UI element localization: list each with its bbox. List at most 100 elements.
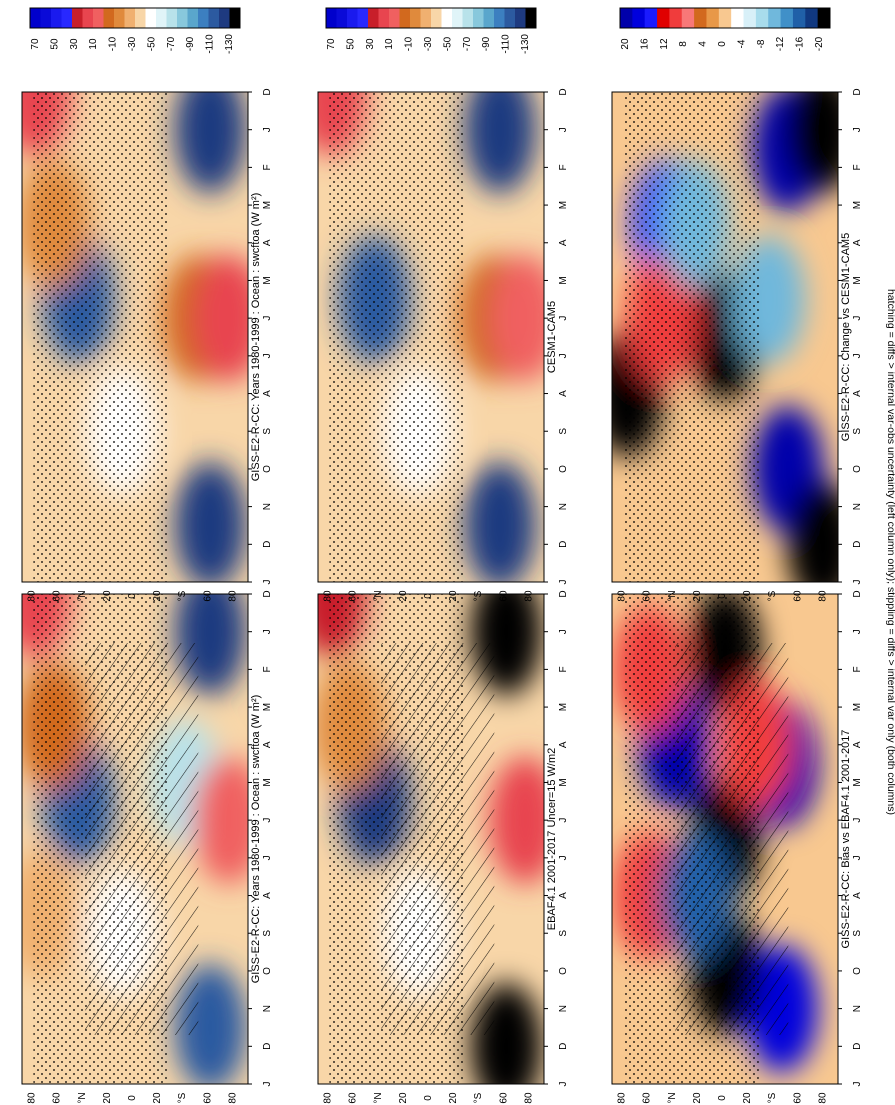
y-tick-label: °S <box>767 590 778 601</box>
y-tick-label: °S <box>177 1092 188 1103</box>
colorbar-swatch <box>462 8 474 28</box>
x-tick-label: N <box>852 503 863 510</box>
x-tick-label: D <box>558 590 569 597</box>
x-tick-label: O <box>852 967 863 975</box>
y-tick-label: 60 <box>348 590 359 602</box>
colorbar-swatch <box>326 8 337 28</box>
stipple-overlay <box>623 92 759 582</box>
x-tick-label: A <box>262 892 273 899</box>
y-tick-label: 20 <box>398 590 409 602</box>
x-tick-label: J <box>558 629 569 634</box>
y-tick-label: 80 <box>817 590 828 602</box>
x-tick-label: D <box>558 1043 569 1050</box>
colorbar-swatch <box>494 8 505 28</box>
x-tick-label: D <box>852 590 863 597</box>
x-tick-label: D <box>262 1043 273 1050</box>
colorbar-tick-label: -30 <box>423 36 434 51</box>
x-tick-label: D <box>852 88 863 95</box>
y-tick-label: 20 <box>448 590 459 602</box>
x-tick-label: F <box>852 164 863 170</box>
x-tick-label: J <box>262 580 273 585</box>
colorbar-frame <box>29 7 241 29</box>
colorbar-tick-label: -16 <box>795 36 806 51</box>
colorbar-swatch <box>525 8 537 28</box>
x-tick-label: M <box>852 276 863 284</box>
x-tick-label: J <box>852 855 863 860</box>
panel-title: GISS-E2-R-CC: Years 1980-1999 : Ocean : … <box>250 193 262 482</box>
y-tick-label: 0 <box>717 1095 728 1101</box>
x-tick-label: S <box>262 930 273 937</box>
colorbar-tick-label: -4 <box>736 39 747 48</box>
panel-title: CESM1-CAM5 <box>546 301 558 373</box>
y-tick-label: 60 <box>52 590 63 602</box>
y-tick-label: 80 <box>617 590 628 602</box>
y-tick-label: 0 <box>423 1095 434 1101</box>
colorbar-swatch <box>441 8 453 28</box>
colorbar-swatch <box>93 8 104 28</box>
y-tick-label: 0 <box>127 593 138 599</box>
x-tick-label: S <box>852 428 863 435</box>
x-tick-label: A <box>852 239 863 246</box>
x-tick-label: A <box>852 741 863 748</box>
heatmap-cell <box>786 480 838 582</box>
colorbar-tick-label: 8 <box>678 41 689 47</box>
colorbar-tick-label: 30 <box>365 38 376 50</box>
x-tick-label: F <box>262 164 273 170</box>
x-tick-label: J <box>852 353 863 358</box>
y-tick-label: 60 <box>52 1092 63 1104</box>
x-tick-label: A <box>852 892 863 899</box>
x-tick-label: J <box>262 127 273 132</box>
x-tick-label: J <box>262 629 273 634</box>
y-tick-label: 60 <box>792 1092 803 1104</box>
x-tick-label: M <box>558 703 569 711</box>
colorbar-swatch <box>755 8 769 28</box>
y-tick-label: °S <box>473 1092 484 1103</box>
x-tick-label: O <box>262 967 273 975</box>
y-tick-label: 0 <box>127 1095 138 1101</box>
hatch-overlay <box>381 643 495 1035</box>
y-tick-label: °N <box>667 590 678 601</box>
heatmap-cell <box>463 461 537 582</box>
stipple-overlay <box>329 92 465 582</box>
heatmap-cell <box>193 254 248 382</box>
y-tick-label: 80 <box>617 1092 628 1104</box>
colorbar-swatch <box>389 8 400 28</box>
y-tick-label: 20 <box>152 1092 163 1104</box>
heatmap-panel: GISS-E2-R-CC: Change vs CESM1-CAM5DJFMAM… <box>611 7 863 602</box>
colorbar-swatch <box>219 8 230 28</box>
x-tick-label: M <box>852 201 863 209</box>
colorbar-swatch <box>792 8 806 28</box>
y-tick-label: 60 <box>202 590 213 602</box>
heatmap-panel: GISS-E2-R-CC: Bias vs EBAF4.1 2001-2017 D… <box>611 590 863 1104</box>
x-tick-label: D <box>262 88 273 95</box>
colorbar-swatch <box>336 8 348 28</box>
colorbar-frame <box>619 7 831 29</box>
y-tick-label: 20 <box>742 1092 753 1104</box>
panel-frame <box>21 593 249 1085</box>
colorbar-tick-label: 16 <box>639 38 650 50</box>
x-tick-label: F <box>558 666 569 672</box>
colorbar-tick-label: 20 <box>620 38 631 50</box>
colorbar-tick-label: -90 <box>481 36 492 51</box>
colorbar-swatch <box>187 8 199 28</box>
colorbar-tick-label: 50 <box>49 38 60 50</box>
x-tick-label: M <box>262 276 273 284</box>
y-tick-label: 60 <box>348 1092 359 1104</box>
heatmap-panel: GISS-E2-R-CC: Years 1980-1999 : Ocean : … <box>21 590 273 1104</box>
y-tick-label: °N <box>373 1092 384 1103</box>
colorbar-swatch <box>145 8 157 28</box>
colorbar-swatch <box>780 8 794 28</box>
x-tick-label: M <box>262 703 273 711</box>
x-tick-label: J <box>558 855 569 860</box>
colorbar-swatch <box>229 8 241 28</box>
colorbar-swatch <box>669 8 683 28</box>
colorbar-swatch <box>124 8 136 28</box>
x-tick-label: J <box>852 818 863 823</box>
colorbar-swatch <box>177 8 188 28</box>
y-tick-label: 60 <box>202 1092 213 1104</box>
y-tick-label: °N <box>77 1092 88 1103</box>
y-tick-label: 80 <box>27 590 38 602</box>
colorbar-tick-label: -30 <box>127 36 138 51</box>
